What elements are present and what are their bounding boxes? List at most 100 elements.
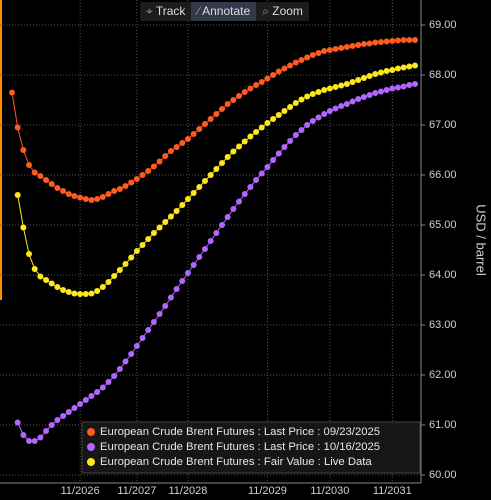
data-point bbox=[332, 84, 339, 90]
data-point bbox=[37, 173, 44, 179]
data-point bbox=[321, 111, 328, 117]
legend-marker bbox=[87, 458, 95, 466]
data-point bbox=[122, 261, 129, 267]
data-point bbox=[309, 52, 316, 58]
toolbar-button[interactable]: ∕ Annotate bbox=[191, 2, 257, 21]
data-point bbox=[377, 69, 384, 76]
data-point bbox=[94, 196, 101, 202]
x-tick-label: 11/2031 bbox=[373, 485, 412, 497]
toolbar-icon: ⌖ bbox=[146, 4, 156, 18]
data-point bbox=[20, 224, 27, 231]
data-point bbox=[71, 290, 78, 297]
data-point bbox=[150, 319, 157, 325]
data-point bbox=[99, 194, 106, 200]
data-point bbox=[292, 132, 299, 138]
data-point bbox=[31, 169, 38, 176]
data-point bbox=[37, 434, 44, 441]
data-point bbox=[26, 162, 33, 168]
data-point bbox=[400, 64, 407, 71]
data-point bbox=[241, 89, 248, 95]
data-point bbox=[99, 384, 106, 391]
data-point bbox=[133, 343, 140, 349]
data-point bbox=[349, 79, 356, 85]
data-point bbox=[133, 248, 140, 254]
legend-marker bbox=[87, 443, 95, 451]
data-point bbox=[77, 291, 84, 297]
data-point bbox=[184, 136, 191, 142]
data-point bbox=[43, 428, 50, 434]
legend-label: European Crude Brent Futures : Last Pric… bbox=[100, 426, 380, 438]
data-point bbox=[65, 289, 72, 295]
data-point bbox=[173, 286, 180, 292]
data-point bbox=[77, 194, 84, 201]
data-point bbox=[275, 68, 282, 75]
toolbar-icon: ∕ bbox=[197, 4, 203, 18]
data-point bbox=[406, 37, 413, 43]
data-point bbox=[377, 39, 384, 45]
data-point bbox=[304, 93, 311, 100]
y-tick-label: 62.00 bbox=[429, 369, 457, 381]
toolbar-icon: ⌕ bbox=[262, 4, 273, 18]
data-point bbox=[156, 311, 163, 317]
data-point bbox=[65, 409, 72, 415]
data-point bbox=[343, 44, 350, 50]
data-point bbox=[270, 72, 277, 78]
data-point bbox=[360, 94, 367, 100]
y-tick-label: 61.00 bbox=[429, 419, 457, 431]
legend-label: European Crude Brent Futures : Last Pric… bbox=[100, 441, 380, 453]
toolbar-button[interactable]: ⌖ Track bbox=[140, 2, 191, 21]
data-point bbox=[207, 172, 214, 178]
data-point bbox=[400, 37, 407, 43]
data-point bbox=[88, 393, 95, 399]
data-point bbox=[201, 246, 208, 252]
data-point bbox=[150, 230, 157, 236]
data-point bbox=[355, 77, 362, 83]
data-point bbox=[360, 75, 367, 81]
data-point bbox=[184, 270, 191, 276]
data-point bbox=[20, 432, 27, 438]
data-point bbox=[196, 126, 203, 132]
data-point bbox=[162, 153, 169, 159]
data-point bbox=[270, 157, 277, 163]
data-point bbox=[190, 131, 197, 137]
data-point bbox=[77, 401, 84, 407]
toolbar-button[interactable]: ⌕ Zoom bbox=[256, 2, 309, 21]
data-point bbox=[321, 48, 328, 54]
data-point bbox=[82, 196, 89, 202]
data-point bbox=[167, 148, 174, 154]
data-point bbox=[224, 214, 231, 220]
data-point bbox=[190, 262, 197, 268]
data-point bbox=[253, 177, 260, 183]
data-point bbox=[343, 81, 350, 87]
data-point bbox=[247, 184, 254, 190]
data-point bbox=[326, 108, 333, 114]
data-point bbox=[150, 163, 157, 170]
data-point bbox=[145, 327, 152, 333]
data-point bbox=[190, 190, 197, 196]
data-point bbox=[43, 277, 50, 283]
data-point bbox=[167, 213, 174, 220]
data-point bbox=[14, 124, 21, 131]
data-point bbox=[26, 251, 33, 257]
data-point bbox=[82, 291, 89, 297]
data-point bbox=[184, 196, 191, 202]
data-point bbox=[321, 87, 328, 93]
data-point bbox=[31, 438, 38, 444]
data-point bbox=[54, 417, 61, 423]
data-point bbox=[14, 419, 21, 426]
x-tick-label: 11/2029 bbox=[248, 485, 287, 497]
data-point bbox=[236, 198, 243, 205]
data-point bbox=[338, 103, 345, 109]
data-point bbox=[389, 85, 396, 92]
data-point bbox=[48, 280, 55, 287]
data-point bbox=[116, 186, 123, 192]
data-point bbox=[31, 266, 38, 272]
data-point bbox=[145, 236, 152, 242]
data-point bbox=[128, 254, 135, 261]
data-point bbox=[201, 178, 208, 184]
data-point bbox=[156, 158, 163, 165]
data-point bbox=[394, 65, 401, 72]
data-point bbox=[298, 57, 305, 63]
data-point bbox=[292, 100, 299, 106]
data-point bbox=[145, 168, 152, 174]
